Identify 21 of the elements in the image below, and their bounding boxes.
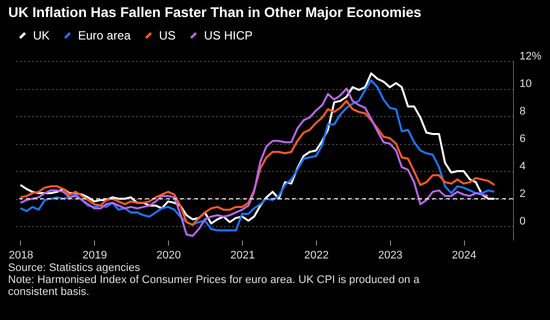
chart-title: UK Inflation Has Fallen Faster Than in Other Major Economies xyxy=(8,4,422,20)
y-tick-label: 12% xyxy=(520,50,542,62)
x-tick-label: 2020 xyxy=(156,250,181,262)
y-tick-label: 0 xyxy=(520,216,526,228)
x-tick-label: 2018 xyxy=(8,250,34,262)
x-tick-label: 2019 xyxy=(82,250,108,262)
text: Note: Harmonised Index of Consumer Prices for euro area. UK CPI is produced on a consistent basis. xyxy=(8,274,420,298)
x-tick-label: 2023 xyxy=(378,250,403,262)
y-tick-label: 6 xyxy=(520,133,526,146)
y-tick-label: 10 xyxy=(520,78,532,90)
legend-label: UK xyxy=(33,28,50,42)
y-tick-label: 8 xyxy=(520,106,526,118)
x-tick-label: 2022 xyxy=(304,250,329,262)
x-tick-label: 2024 xyxy=(452,250,476,262)
source-note: Source: Statistics agencies xyxy=(8,262,142,274)
y-tick-label: 2 xyxy=(520,188,526,200)
legend-label: Euro area xyxy=(78,28,132,42)
legend-label: US HICP xyxy=(204,28,253,42)
legend-label: US xyxy=(159,28,176,42)
y-tick-label: 4 xyxy=(520,160,526,173)
x-tick-label: 2021 xyxy=(230,250,255,262)
